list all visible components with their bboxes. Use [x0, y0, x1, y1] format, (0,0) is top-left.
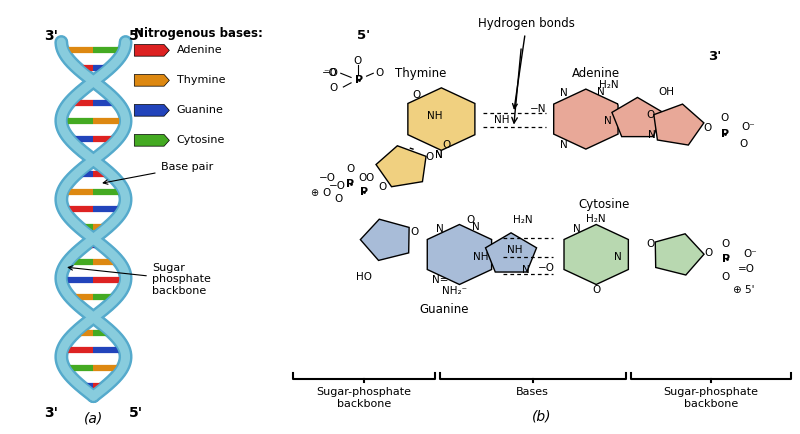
Text: O: O — [359, 173, 367, 183]
Text: Guanine: Guanine — [177, 105, 223, 115]
Text: Thymine: Thymine — [395, 67, 446, 80]
Text: O: O — [705, 248, 713, 258]
Text: NH: NH — [427, 111, 443, 121]
Text: N: N — [435, 149, 442, 160]
Text: H₂N: H₂N — [598, 80, 618, 90]
Text: P: P — [360, 187, 368, 197]
Text: Cytosine: Cytosine — [578, 198, 630, 211]
Text: O: O — [413, 90, 421, 100]
Text: (b): (b) — [532, 409, 552, 423]
Text: OH: OH — [659, 87, 675, 97]
Text: Cytosine: Cytosine — [177, 135, 225, 145]
Text: N: N — [435, 149, 442, 160]
Text: ⁻O: ⁻O — [323, 68, 338, 78]
Text: 3': 3' — [44, 29, 58, 43]
Polygon shape — [427, 224, 492, 285]
Text: N: N — [598, 87, 606, 97]
Polygon shape — [554, 89, 618, 149]
Text: O: O — [322, 188, 330, 198]
Text: NH: NH — [507, 245, 522, 255]
Text: N=: N= — [431, 275, 448, 285]
Text: N: N — [573, 224, 581, 233]
Text: O: O — [646, 239, 654, 249]
Text: ⊕: ⊕ — [310, 188, 318, 198]
Polygon shape — [376, 146, 426, 187]
Text: −O: −O — [319, 173, 336, 183]
Text: Guanine: Guanine — [419, 303, 469, 316]
FancyArrow shape — [134, 105, 170, 116]
Text: Sugar
phosphate
backbone: Sugar phosphate backbone — [68, 263, 210, 296]
Text: N: N — [648, 130, 656, 140]
FancyArrow shape — [134, 75, 170, 86]
Text: NH: NH — [474, 252, 489, 262]
Text: −N: −N — [530, 104, 546, 114]
Text: −O: −O — [322, 68, 339, 78]
Text: O: O — [722, 273, 730, 283]
Text: O: O — [378, 181, 386, 191]
Text: O: O — [410, 227, 418, 237]
Text: O: O — [466, 215, 475, 225]
Text: O: O — [375, 68, 383, 78]
Text: O: O — [739, 139, 747, 149]
Text: NH₂⁻: NH₂⁻ — [442, 286, 467, 296]
Text: Thymine: Thymine — [177, 76, 225, 85]
Text: O: O — [365, 173, 374, 183]
Text: O⁻: O⁻ — [742, 122, 755, 132]
Text: (a): (a) — [84, 411, 103, 425]
Text: 3': 3' — [44, 406, 58, 420]
Text: Bases: Bases — [516, 387, 549, 397]
Text: Hydrogen bonds: Hydrogen bonds — [478, 17, 575, 108]
Text: H₂N: H₂N — [513, 215, 532, 225]
Text: −O: −O — [538, 263, 555, 273]
Text: O: O — [334, 194, 342, 204]
Text: 5': 5' — [129, 406, 143, 420]
Text: Sugar-phosphate
backbone: Sugar-phosphate backbone — [317, 387, 411, 408]
Text: N: N — [560, 88, 568, 98]
Polygon shape — [655, 234, 704, 275]
Text: N: N — [472, 222, 480, 233]
Text: O: O — [703, 123, 711, 133]
Text: N: N — [604, 116, 611, 126]
Text: HO: HO — [356, 273, 372, 283]
Text: O: O — [346, 164, 354, 174]
Text: P: P — [346, 179, 354, 189]
Polygon shape — [360, 219, 409, 260]
Text: Adenine: Adenine — [572, 67, 620, 80]
Text: 3': 3' — [708, 50, 722, 63]
FancyArrow shape — [134, 45, 170, 56]
Text: Base pair: Base pair — [103, 162, 213, 184]
Polygon shape — [486, 233, 537, 272]
FancyArrow shape — [134, 135, 170, 146]
Text: 5': 5' — [129, 29, 143, 43]
Polygon shape — [612, 97, 663, 137]
Text: N: N — [522, 265, 530, 275]
Text: H₂N: H₂N — [586, 214, 606, 224]
Text: P: P — [721, 128, 730, 139]
Text: P: P — [354, 75, 363, 85]
Text: O: O — [354, 56, 362, 66]
Text: Nitrogenous bases:: Nitrogenous bases: — [134, 27, 263, 40]
Text: −O: −O — [329, 181, 346, 191]
Text: O: O — [592, 285, 600, 295]
Text: N: N — [436, 224, 444, 233]
Text: O⁻: O⁻ — [743, 250, 757, 260]
Text: O: O — [646, 110, 654, 120]
Text: O: O — [722, 239, 730, 249]
Text: O: O — [442, 140, 450, 150]
Text: NH: NH — [494, 115, 510, 125]
Text: =O: =O — [738, 264, 755, 274]
Text: N: N — [614, 252, 622, 262]
Text: P: P — [722, 253, 730, 264]
Text: O: O — [720, 113, 728, 123]
Text: Adenine: Adenine — [177, 45, 222, 56]
Polygon shape — [654, 104, 704, 145]
Text: O: O — [329, 83, 337, 93]
Text: N: N — [560, 140, 568, 150]
Polygon shape — [408, 88, 475, 150]
Text: ⊕ 5': ⊕ 5' — [733, 285, 754, 295]
Polygon shape — [564, 224, 628, 285]
Text: Sugar-phosphate
backbone: Sugar-phosphate backbone — [663, 387, 758, 408]
Text: O: O — [426, 151, 434, 161]
Text: 5': 5' — [358, 29, 370, 42]
